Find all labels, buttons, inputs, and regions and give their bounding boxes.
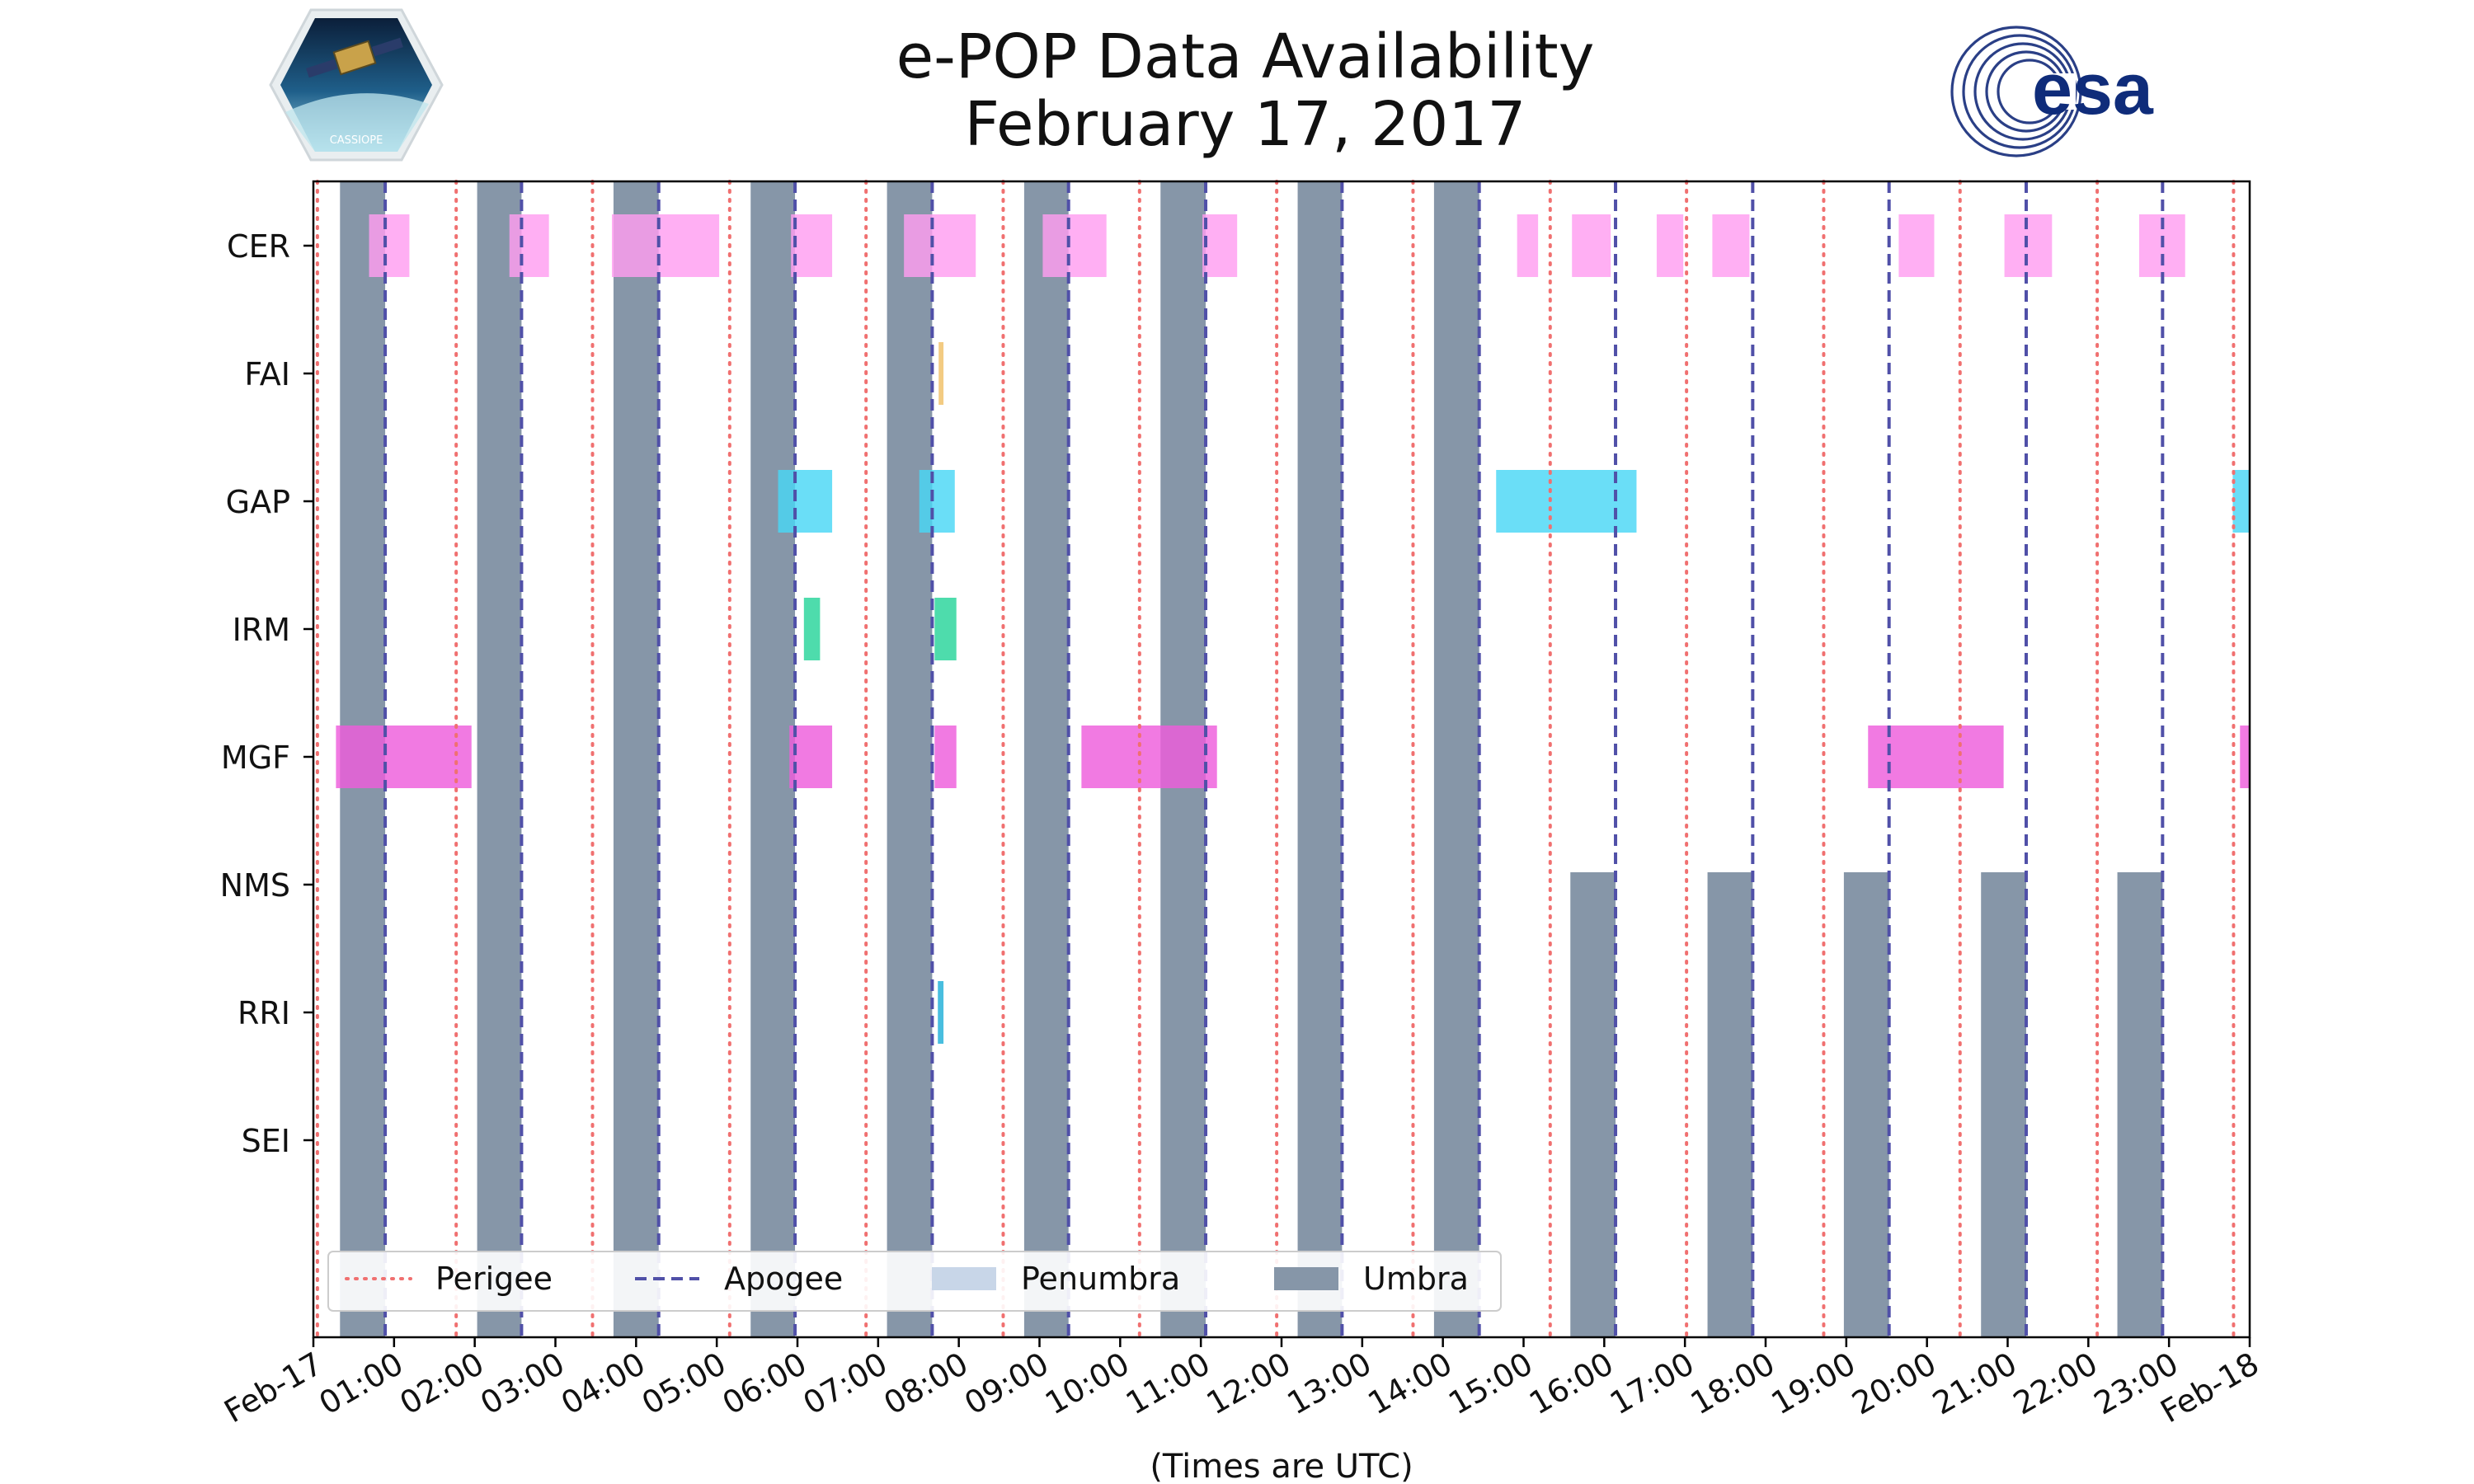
legend-box <box>327 1251 1502 1312</box>
availability-bars <box>336 214 2250 1044</box>
cer-availability-bar-7 <box>1517 214 1539 277</box>
legend-apogee-label: Apogee <box>724 1261 843 1297</box>
cassiope-logo: CASSIOPE <box>269 8 444 162</box>
mgf-availability-bar-2 <box>934 726 957 788</box>
cer-availability-bar-5 <box>1042 214 1107 277</box>
legend-penumbra-swatch <box>932 1267 996 1290</box>
x-tick-label-2: 02:00 <box>393 1345 490 1422</box>
cer-availability-bar-6 <box>1202 214 1238 277</box>
cassiope-wordmark: CASSIOPE <box>330 134 383 147</box>
y-tick-label-rri: RRI <box>238 995 290 1031</box>
x-tick-label-16: 16:00 <box>1523 1345 1620 1422</box>
y-axis: CER FAI GAP IRM MGF NMS RRI SEI <box>220 228 313 1159</box>
umbra-band-12 <box>1981 872 2027 1337</box>
x-tick-label-18: 18:00 <box>1685 1345 1781 1422</box>
x-tick-label-4: 04:00 <box>555 1345 651 1422</box>
irm-availability-bar-1 <box>934 598 957 660</box>
umbra-band-4 <box>887 181 933 1337</box>
umbra-band-2 <box>613 181 659 1337</box>
mgf-availability-bar-0 <box>336 726 472 788</box>
x-tick-label-11: 11:00 <box>1120 1345 1216 1422</box>
fai-availability-bar-0 <box>938 342 944 405</box>
x-axis: Feb-1701:0002:0003:0004:0005:0006:0007:0… <box>218 1337 2265 1430</box>
x-tick-label-10: 10:00 <box>1039 1345 1136 1422</box>
x-tick-label-7: 07:00 <box>797 1345 893 1422</box>
umbra-band-7 <box>1297 181 1343 1337</box>
irm-availability-bar-0 <box>803 598 821 660</box>
earth-limb-icon <box>285 93 429 152</box>
chart-subtitle: February 17, 2017 <box>964 89 1526 160</box>
x-tick-label-13: 13:00 <box>1281 1345 1377 1422</box>
cer-availability-bar-9 <box>1656 214 1684 277</box>
cer-availability-bar-8 <box>1572 214 1611 277</box>
legend-umbra-label: Umbra <box>1363 1261 1469 1297</box>
orbit-event-lines <box>315 180 2236 1339</box>
y-tick-label-fai: FAI <box>244 356 290 392</box>
x-tick-label-12: 12:00 <box>1201 1345 1297 1422</box>
umbra-band-11 <box>1843 872 1889 1337</box>
cer-availability-bar-2 <box>611 214 720 277</box>
x-tick-label-21: 21:00 <box>1926 1345 2023 1422</box>
umbra-band-1 <box>477 181 522 1337</box>
x-tick-label-6: 06:00 <box>717 1345 813 1422</box>
esa-logo: esa <box>1950 26 2154 157</box>
umbra-band-3 <box>750 181 796 1337</box>
umbra-band-5 <box>1023 181 1069 1337</box>
legend-perigee-label: Perigee <box>435 1261 553 1297</box>
x-tick-label-20: 20:00 <box>1846 1345 1942 1422</box>
y-tick-label-cer: CER <box>227 228 290 265</box>
satellite-icon <box>306 37 403 78</box>
y-tick-label-mgf: MGF <box>221 740 290 776</box>
y-tick-label-irm: IRM <box>233 612 290 648</box>
x-tick-label-1: 01:00 <box>313 1345 409 1422</box>
cer-availability-bar-11 <box>1898 214 1935 277</box>
x-tick-label-8: 08:00 <box>877 1345 974 1422</box>
gap-availability-bar-2 <box>1496 470 1637 533</box>
umbra-band-10 <box>1707 872 1753 1337</box>
cer-availability-bar-1 <box>509 214 549 277</box>
umbra-band-9 <box>1570 872 1616 1337</box>
legend-penumbra-label: Penumbra <box>1021 1261 1180 1297</box>
cer-availability-bar-0 <box>369 214 410 277</box>
esa-wordmark: esa <box>2032 48 2154 129</box>
y-tick-label-gap: GAP <box>226 484 290 520</box>
cer-availability-bar-3 <box>791 214 833 277</box>
mgf-availability-bar-5 <box>2240 726 2250 788</box>
y-tick-label-sei: SEI <box>242 1123 290 1159</box>
umbra-band-8 <box>1433 181 1479 1337</box>
gap-availability-bar-3 <box>2232 470 2250 533</box>
mgf-availability-bar-3 <box>1081 726 1217 788</box>
rri-availability-bar-0 <box>938 981 944 1044</box>
x-tick-label-14: 14:00 <box>1362 1345 1458 1422</box>
cer-availability-bar-10 <box>1712 214 1750 277</box>
eclipse-bands <box>340 181 2163 1337</box>
gap-availability-bar-1 <box>919 470 955 533</box>
gap-availability-bar-0 <box>778 470 833 533</box>
x-tick-label-15: 15:00 <box>1442 1345 1539 1422</box>
y-tick-label-nms: NMS <box>220 867 290 904</box>
cer-availability-bar-12 <box>2004 214 2053 277</box>
x-tick-label-3: 03:00 <box>474 1345 571 1422</box>
chart-title: e-POP Data Availability <box>896 21 1595 92</box>
umbra-band-13 <box>2117 872 2163 1337</box>
x-tick-label-17: 17:00 <box>1604 1345 1700 1422</box>
x-tick-label-0: Feb-17 <box>218 1345 328 1430</box>
x-tick-label-5: 05:00 <box>636 1345 732 1422</box>
x-tick-label-22: 22:00 <box>2007 1345 2104 1422</box>
legend: Perigee Apogee Penumbra Umbra <box>327 1251 1502 1312</box>
x-axis-label: (Times are UTC) <box>1150 1448 1413 1484</box>
cer-availability-bar-4 <box>904 214 976 277</box>
legend-umbra-swatch <box>1274 1267 1338 1290</box>
x-tick-label-9: 09:00 <box>958 1345 1055 1422</box>
x-tick-label-19: 19:00 <box>1765 1345 1861 1422</box>
